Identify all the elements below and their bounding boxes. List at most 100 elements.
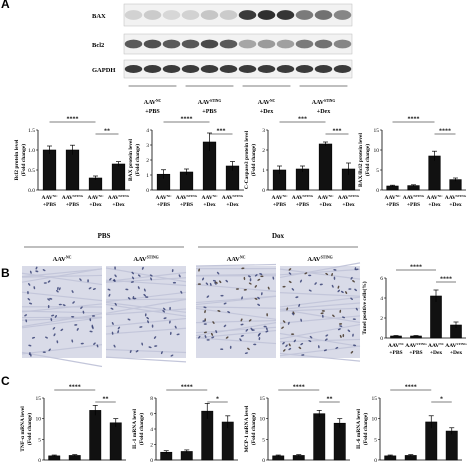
nucleus [51, 314, 55, 317]
y-tick-label: 4 [380, 296, 383, 302]
nucleus [288, 343, 291, 347]
significance-label: **** [439, 129, 451, 135]
nucleus [56, 290, 59, 293]
nucleus [352, 333, 354, 337]
blot-band [333, 65, 352, 73]
nucleus [259, 273, 263, 275]
nucleus [241, 296, 243, 300]
nucleus [285, 344, 288, 348]
y-tick-label: 2 [150, 443, 153, 449]
nucleus [92, 288, 96, 290]
tunel-labels: PBS Dox AAVNC AAVSTING AAVNC AAVSTING [24, 232, 358, 263]
nucleus [198, 268, 200, 272]
nucleus [300, 342, 304, 346]
tissue-fiber [105, 303, 187, 317]
nucleus [333, 269, 337, 271]
nucleus [54, 314, 57, 318]
nucleus [56, 340, 59, 344]
significance-label: *** [333, 129, 342, 135]
x-tick-treatment: +PBS [273, 202, 286, 208]
nucleus [249, 278, 252, 282]
blot-band [162, 39, 181, 49]
nucleus [247, 275, 251, 278]
nucleus [301, 354, 305, 356]
nucleus [214, 281, 218, 284]
nucleus [355, 307, 358, 311]
nucleus [169, 320, 171, 324]
nucleus [239, 338, 242, 342]
y-axis-label: Tunel positive cells(%) [361, 281, 368, 334]
nucleus [82, 310, 85, 314]
nucleus [72, 301, 75, 304]
nucleus [139, 326, 143, 328]
y-tick-label: 10 [260, 417, 266, 423]
significance-label: **** [405, 385, 417, 391]
nucleus [314, 282, 317, 285]
nucleus [206, 339, 210, 341]
tissue-fiber [105, 267, 187, 283]
nucleus [71, 339, 74, 343]
nucleus [214, 282, 217, 285]
chart-1: 0.0 0.5 1.0 1.5 Bcl2 protein level (Fold chan… [14, 117, 130, 208]
panel-letter-b: B [1, 266, 10, 280]
blot-group-label: AAVNC [258, 99, 276, 106]
blot-band [143, 10, 162, 20]
nucleus [298, 303, 301, 307]
nucleus [29, 353, 32, 357]
tissue-fiber [105, 298, 187, 314]
y-tick-label: 0 [38, 458, 41, 464]
blot-band [295, 10, 314, 20]
tissue-fiber [21, 272, 103, 286]
y-tick-label: 4 [146, 128, 149, 134]
blot-band [276, 39, 295, 49]
y-axis-label-2: (Fold change) [26, 413, 33, 445]
x-tick-treatment: +PBS [389, 350, 402, 356]
nucleus [111, 331, 114, 335]
nucleus [111, 321, 114, 325]
nucleus [323, 349, 328, 352]
nucleus [160, 351, 163, 355]
y-tick-label: 3 [146, 143, 149, 149]
nucleus [24, 314, 28, 317]
y-tick-label: 1 [262, 168, 265, 174]
nucleus [28, 283, 31, 286]
y-axis-label: BAX protein level [128, 138, 134, 181]
blot-group-label: AAVSTING [198, 99, 222, 106]
x-tick-label: AAVSTING [292, 194, 314, 201]
y-tick-label: 3 [262, 128, 265, 134]
blot-band [276, 65, 295, 73]
blot-band [200, 10, 219, 20]
blot-band [162, 65, 181, 73]
tissue-fiber [105, 308, 187, 316]
y-tick-label: 2 [262, 148, 265, 154]
x-tick-treatment: +Dex [203, 202, 216, 208]
y-axis-label-2: (Fold change) [362, 413, 369, 445]
western-blot-labels: BAX Bcl2 GAPDH AAVNC +PBS AAVSTING +PBS AAVNC +D… [92, 13, 348, 115]
nucleus [80, 306, 83, 310]
nucleus [245, 329, 249, 332]
nucleus [212, 321, 215, 324]
tunel-column-label: AAVSTING [133, 256, 158, 263]
significance-label: **** [67, 117, 79, 123]
nucleus [205, 282, 209, 286]
nucleus [169, 306, 171, 311]
nucleus [202, 320, 206, 322]
y-tick-label: 0 [150, 458, 153, 464]
significance-label: **** [181, 117, 193, 123]
blot-band [181, 10, 200, 20]
nucleus [153, 336, 157, 339]
blot-band [295, 65, 314, 73]
x-tick-treatment: +PBS [157, 202, 170, 208]
nucleus [292, 311, 295, 315]
nucleus [31, 336, 36, 339]
blot-band [181, 65, 200, 73]
nucleus [321, 310, 325, 312]
nucleus [113, 344, 116, 348]
tissue-fiber [279, 268, 361, 280]
nucleus [272, 276, 275, 280]
y-tick-label: 0.0 [28, 188, 35, 194]
nucleus [211, 336, 215, 339]
